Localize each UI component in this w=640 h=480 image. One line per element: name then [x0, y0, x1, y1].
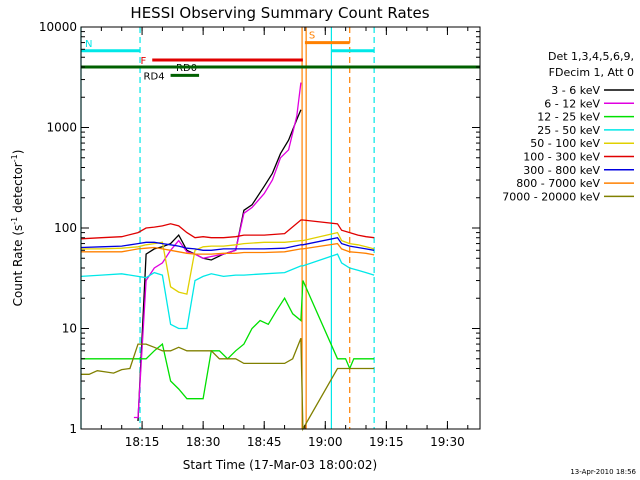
x-tick-label-2: 18:45 — [247, 435, 282, 449]
footer-date: 13-Apr-2010 18:56 — [570, 468, 636, 476]
legend: Det 1,3,4,5,6,9, FDecim 1, Att 0 3 - 6 k… — [502, 50, 634, 203]
legend-label-4: 50 - 100 keV — [530, 137, 600, 150]
legend-label-3: 25 - 50 keV — [537, 124, 600, 137]
legend-label-1: 6 - 12 keV — [544, 97, 600, 110]
series-line-6 — [80, 236, 375, 251]
legend-label-8: 7000 - 20000 keV — [502, 190, 600, 203]
x-tick-label-4: 19:15 — [369, 435, 404, 449]
flag-label-3: S — [309, 31, 315, 42]
x-tick-label-5: 19:30 — [430, 435, 465, 449]
y-tick-label-2: 100 — [54, 221, 77, 235]
legend-header-1: Det 1,3,4,5,6,9, — [548, 50, 634, 63]
series-line-5 — [80, 219, 375, 240]
y-tick-label-0: 1 — [69, 422, 77, 436]
x-tick-label-0: 18:15 — [125, 435, 160, 449]
series-line-7 — [81, 242, 375, 256]
legend-label-7: 800 - 7000 keV — [516, 177, 600, 190]
x-axis-label: Start Time (17-Mar-03 18:00:02) — [183, 458, 377, 472]
series-line-3 — [80, 253, 375, 330]
y-tick-label-3: 1000 — [46, 121, 77, 135]
legend-header-2: FDecim 1, Att 0 — [549, 66, 634, 79]
legend-label-2: 12 - 25 keV — [537, 111, 600, 124]
legend-label-6: 300 - 800 keV — [523, 164, 600, 177]
flag-label-0: N — [85, 39, 92, 50]
y-tick-label-4: 10000 — [39, 20, 77, 34]
series-line-4 — [81, 231, 375, 295]
y-tick-label-1: 10 — [62, 322, 77, 336]
x-tick-label-3: 19:00 — [308, 435, 343, 449]
series-line-8 — [81, 337, 375, 432]
series-line-1 — [133, 82, 302, 419]
chart-title: HESSI Observing Summary Count Rates — [130, 4, 429, 22]
series-line-0 — [137, 109, 302, 422]
legend-label-0: 3 - 6 keV — [551, 84, 600, 97]
legend-label-5: 100 - 300 keV — [523, 151, 600, 164]
y-axis-label: Count Rate (s-1 detector-1) — [10, 150, 25, 307]
flag-label-2: F — [140, 56, 146, 67]
plot-area: NFSRD0RD411010010001000018:1518:3018:451… — [39, 20, 481, 449]
x-tick-label-1: 18:30 — [186, 435, 221, 449]
flag-label-5: RD4 — [144, 71, 165, 82]
